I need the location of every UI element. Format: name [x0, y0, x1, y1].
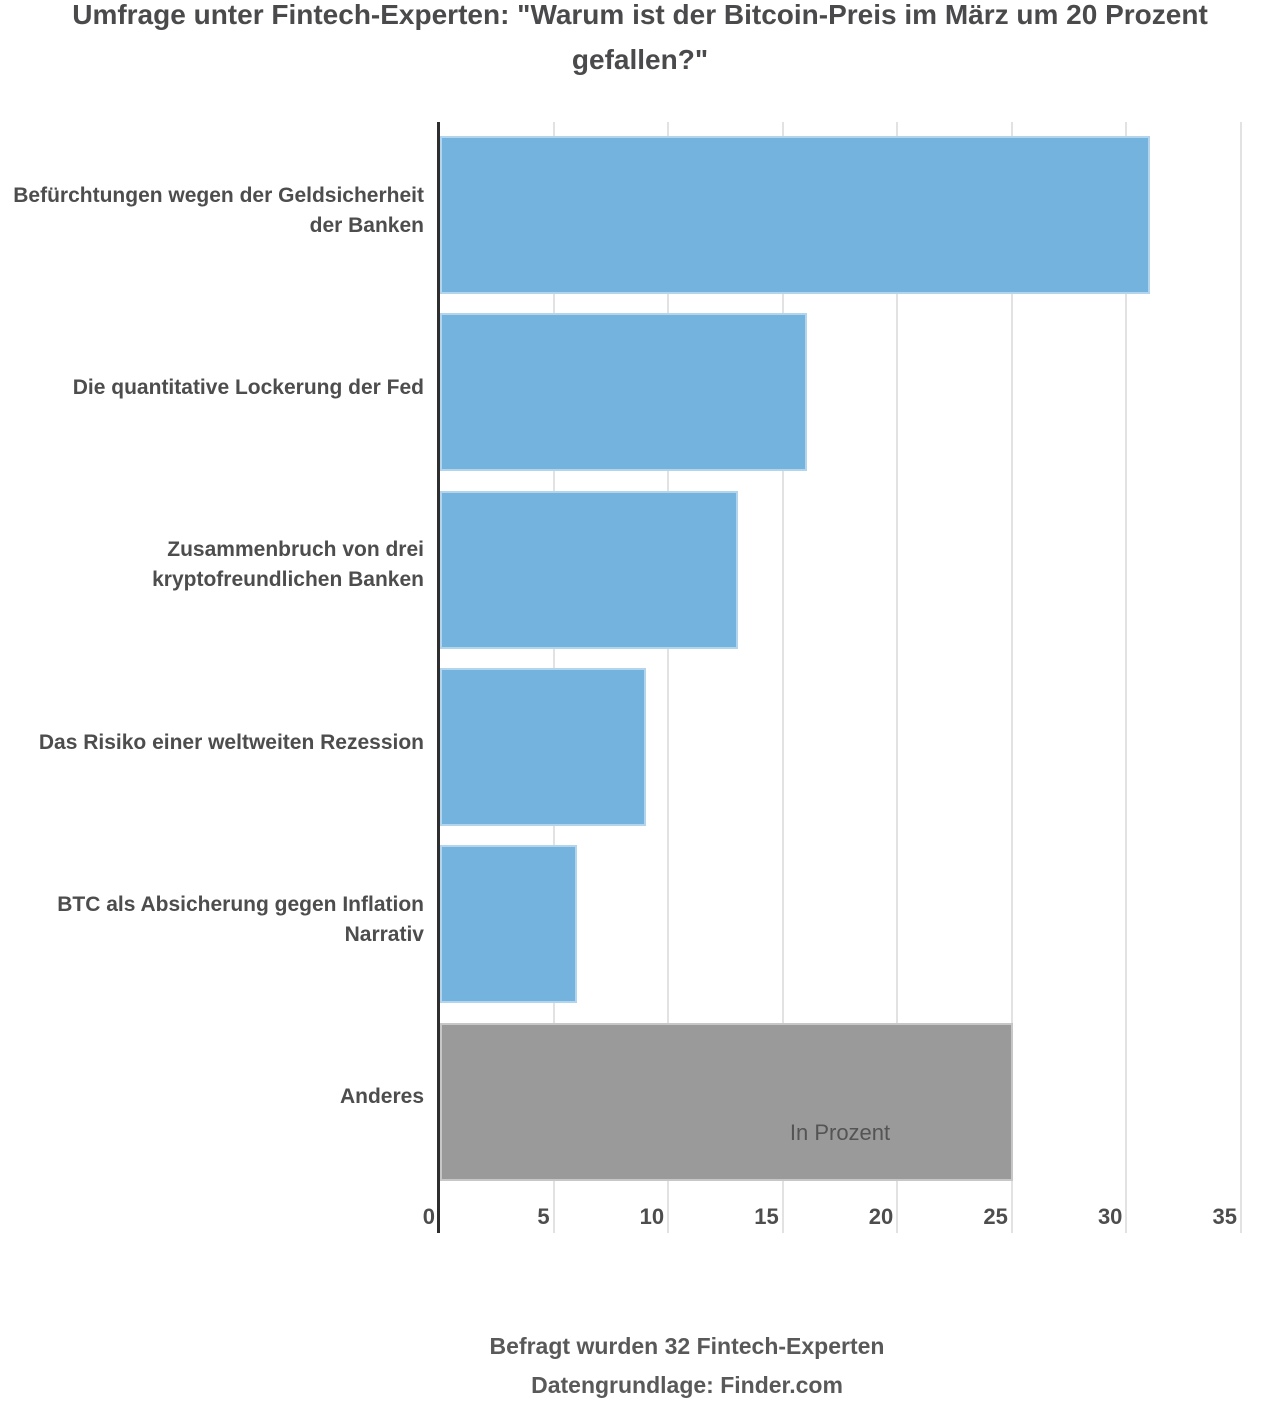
footnote-line1: Befragt wurden 32 Fintech-Experten	[489, 1333, 885, 1359]
chart-title-line2: gefallen?"	[571, 44, 709, 75]
gridline	[1010, 122, 1013, 1233]
category-label: Die quantitative Lockerung der Fed	[72, 375, 424, 399]
bar-6	[440, 1022, 1013, 1181]
x-tick-label: 30	[1097, 1204, 1123, 1229]
chart-title-line1: Umfrage unter Fintech-Experten: "Warum i…	[72, 0, 1208, 30]
category-label: Das Risiko einer weltweiten Rezession	[38, 730, 424, 754]
chart-footnote: Befragt wurden 32 Fintech-Experten Daten…	[490, 1327, 885, 1405]
category-label: Anderes	[339, 1085, 424, 1109]
category-label: BTC als Absicherung gegen Inflation Narr…	[57, 892, 424, 946]
x-tick-label: 0	[422, 1204, 435, 1229]
x-tick-label: 35	[1212, 1204, 1237, 1229]
x-tick-label: 25	[983, 1204, 1008, 1229]
x-tick-label: 15	[754, 1204, 779, 1229]
footnote-line2: Datengrundlage: Finder.com	[531, 1372, 843, 1398]
gridline	[667, 122, 670, 1233]
bar-5	[440, 845, 578, 1004]
bar-2	[440, 313, 807, 472]
x-tick-label: 10	[639, 1204, 665, 1229]
gridline	[896, 122, 899, 1233]
gridline	[1240, 122, 1242, 1233]
plot-area: Befürchtungen wegen der Geldsicherheit d…	[0, 122, 1280, 1233]
bar-3	[440, 490, 738, 649]
gridline	[1125, 122, 1128, 1233]
category-label: Zusammenbruch von drei kryptofreundliche…	[152, 538, 424, 592]
bar-4	[440, 667, 647, 826]
x-tick-label: 5	[537, 1204, 550, 1229]
x-axis-title: In Prozent	[789, 1120, 891, 1145]
y-axis-line	[437, 122, 440, 1233]
category-label: Befürchtungen wegen der Geldsicherheit d…	[13, 183, 424, 237]
gridline	[781, 122, 784, 1233]
chart-title: Umfrage unter Fintech-Experten: "Warum i…	[0, 0, 1280, 82]
x-tick-label: 20	[868, 1204, 894, 1229]
bar-1	[440, 136, 1151, 294]
